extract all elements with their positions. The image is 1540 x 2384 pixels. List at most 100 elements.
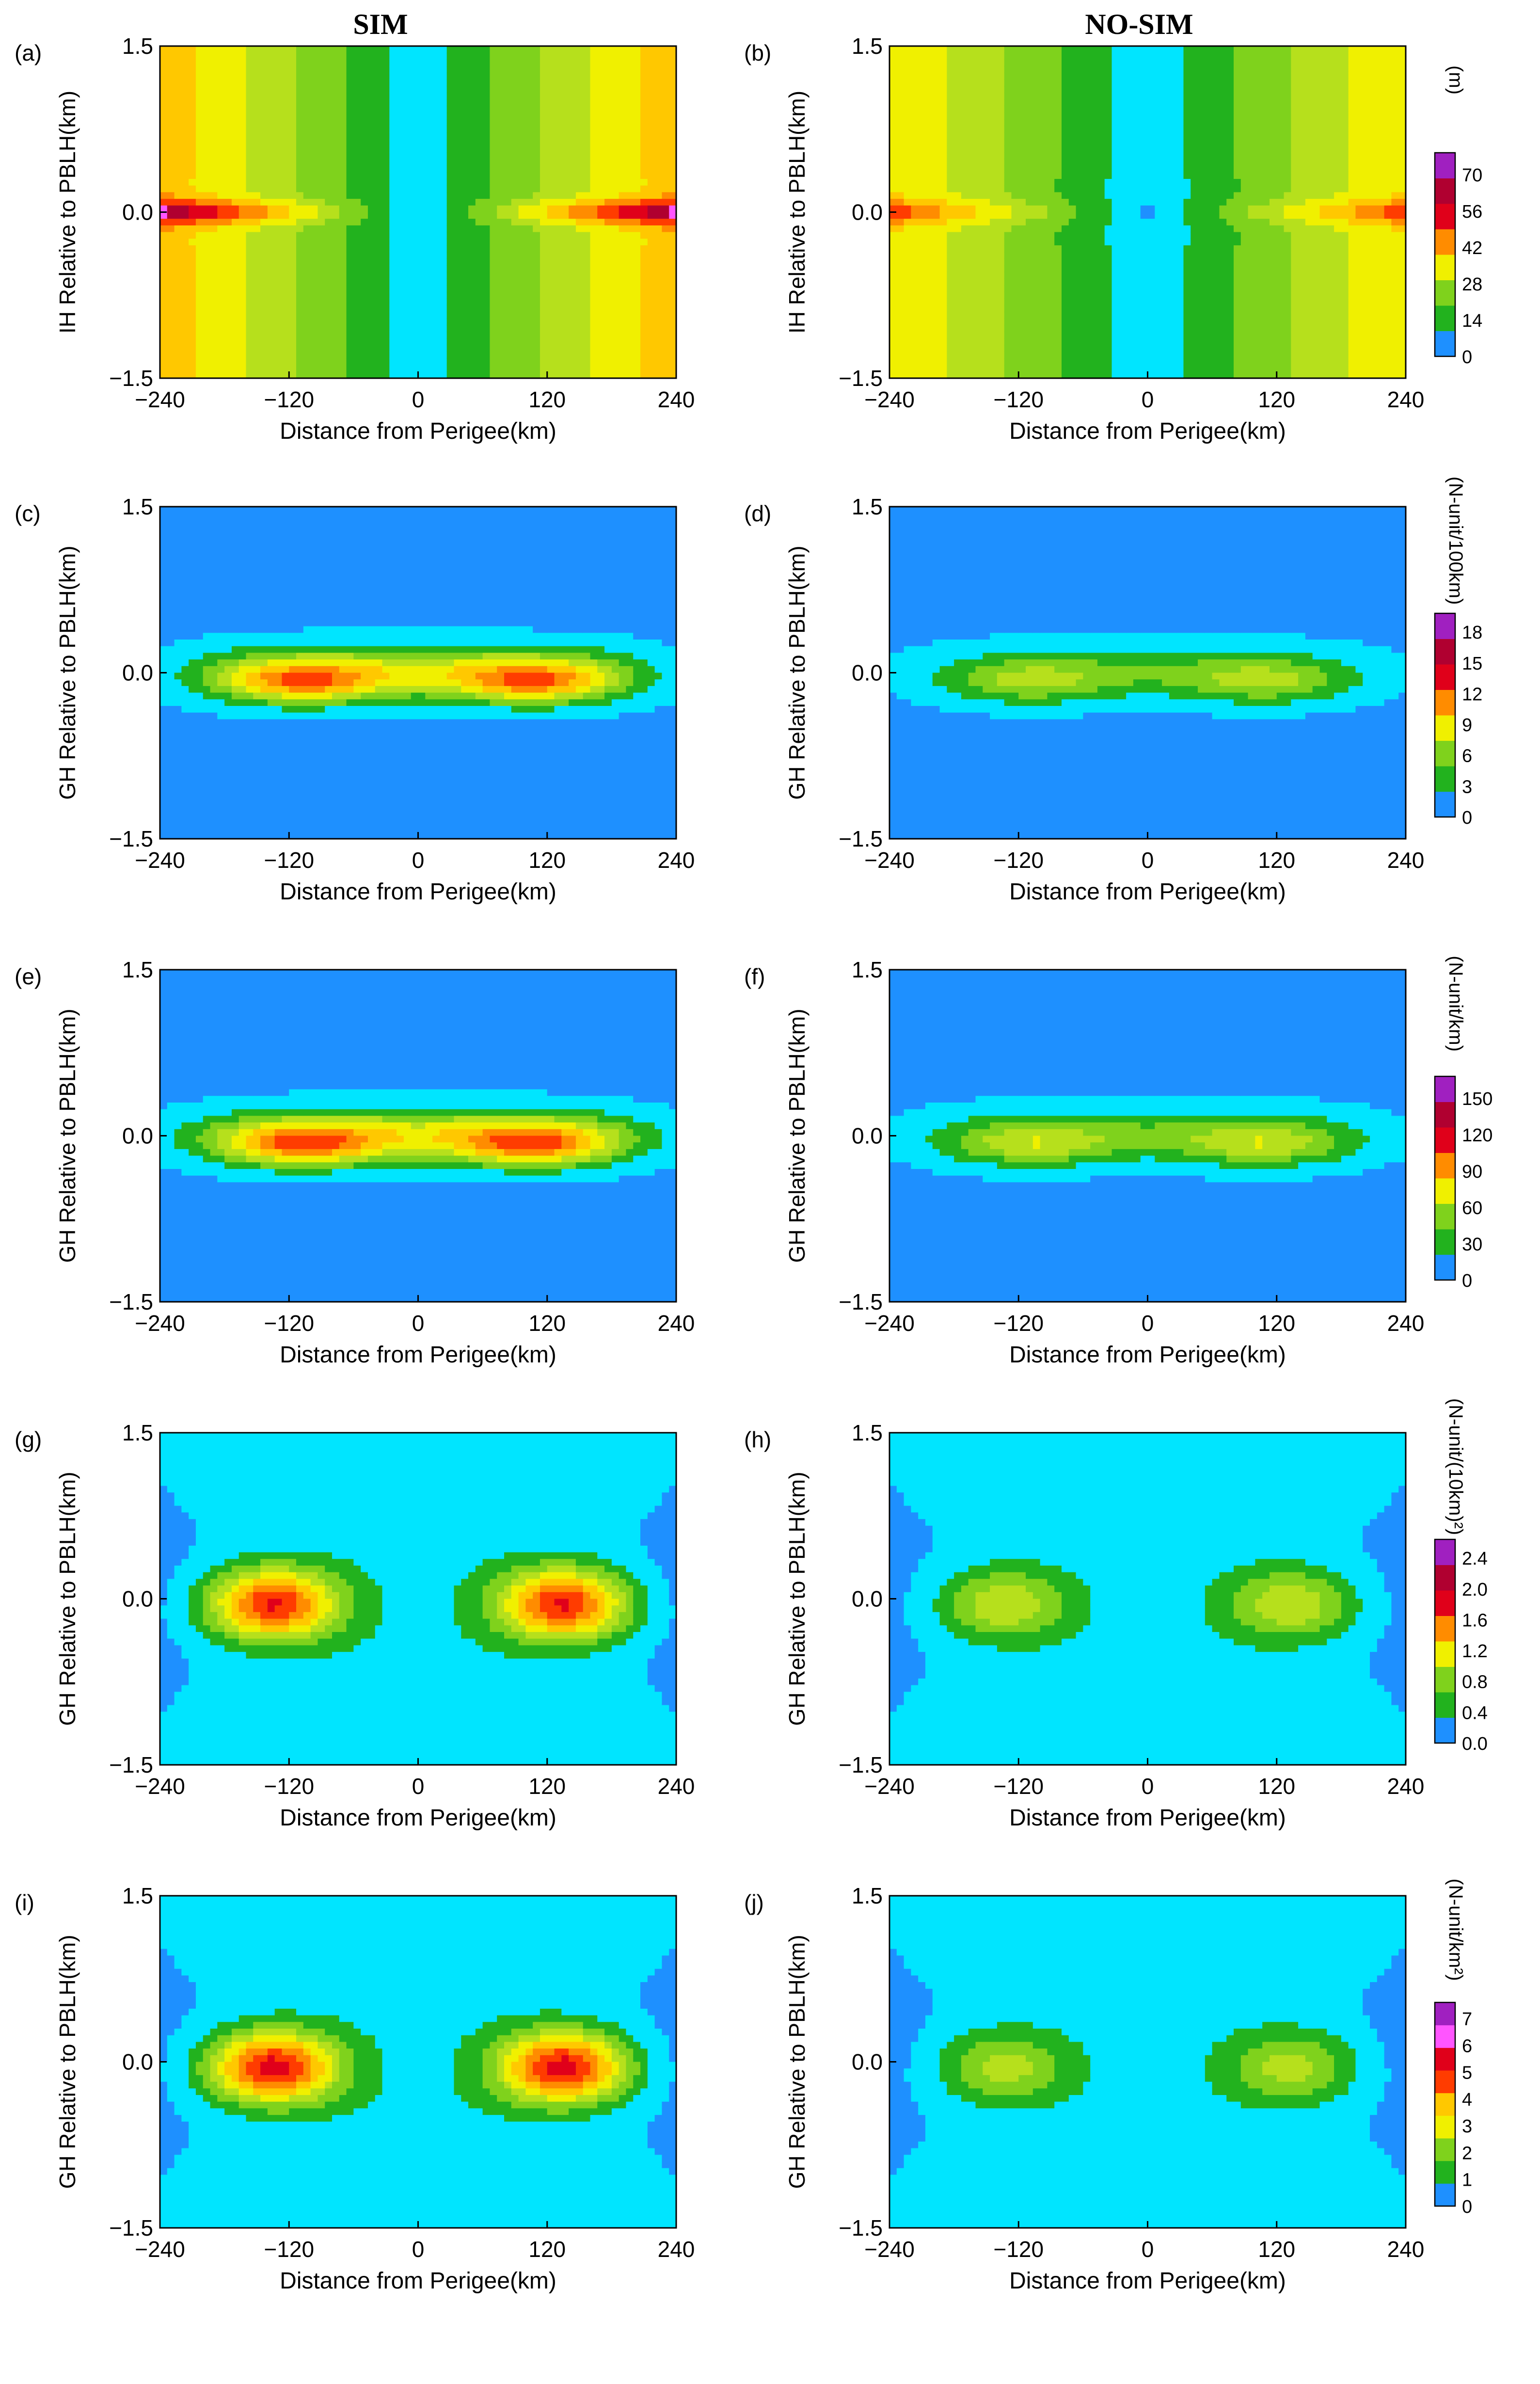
heat-cell	[181, 365, 189, 372]
heat-cell	[167, 179, 175, 186]
heat-cell	[232, 279, 239, 286]
heat-cell	[454, 99, 461, 106]
heat-cell	[440, 112, 447, 119]
heat-cell	[454, 352, 461, 358]
heat-cell	[325, 46, 332, 53]
heat-cell	[189, 279, 196, 286]
heat-cell	[353, 93, 361, 99]
heat-cell	[210, 279, 218, 286]
heat-cell	[497, 338, 504, 345]
heat-cell	[569, 139, 576, 146]
heat-cell	[397, 371, 404, 378]
heat-cell	[246, 66, 254, 73]
heat-cell	[375, 199, 382, 206]
heat-cell	[555, 258, 562, 265]
heat-cell	[353, 66, 361, 73]
heat-cell	[432, 338, 440, 345]
heat-cell	[232, 312, 239, 319]
heat-cell	[425, 119, 432, 126]
heat-cell	[461, 285, 468, 292]
heat-cell	[332, 252, 339, 259]
heat-cell	[289, 179, 296, 186]
heat-cell	[224, 345, 232, 352]
heat-cell	[325, 325, 332, 332]
heat-cell	[210, 338, 218, 345]
heat-cell	[432, 258, 440, 265]
heat-cell	[468, 179, 476, 186]
heat-cell	[160, 279, 167, 286]
heat-cell	[490, 338, 497, 345]
heat-cell	[203, 119, 210, 126]
heat-cell	[160, 93, 167, 99]
heat-cell	[347, 53, 354, 60]
heat-cell	[432, 245, 440, 252]
heat-cell	[504, 186, 511, 192]
heat-cell	[318, 159, 325, 166]
heat-cell	[447, 106, 454, 112]
heat-cell	[432, 172, 440, 179]
heat-cell	[519, 219, 526, 225]
heat-cell	[260, 371, 268, 378]
heat-cell	[311, 252, 318, 259]
heat-cell	[217, 66, 224, 73]
heat-cell	[253, 279, 260, 286]
heat-cell	[167, 292, 175, 299]
heat-cell	[454, 106, 461, 112]
heat-cell	[210, 305, 218, 312]
heat-cell	[497, 80, 504, 86]
heat-cell	[275, 252, 282, 259]
heat-cell	[454, 338, 461, 345]
heat-cell	[418, 371, 426, 378]
heat-cell	[432, 265, 440, 272]
heat-cell	[275, 112, 282, 119]
heat-cell	[282, 352, 289, 358]
heat-cell	[461, 106, 468, 112]
heat-cell	[432, 199, 440, 206]
heat-cell	[332, 80, 339, 86]
heat-cell	[497, 299, 504, 305]
heat-cell	[303, 358, 311, 365]
heat-cell	[318, 305, 325, 312]
heat-cell	[268, 212, 275, 219]
heat-cell	[483, 285, 490, 292]
heat-cell	[325, 338, 332, 345]
heat-cell	[260, 345, 268, 352]
heat-cell	[490, 258, 497, 265]
heat-cell	[203, 172, 210, 179]
heat-cell	[167, 279, 175, 286]
heat-cell	[375, 159, 382, 166]
heat-cell	[325, 139, 332, 146]
heat-cell	[175, 99, 182, 106]
heat-cell	[511, 179, 519, 186]
heat-cell	[497, 285, 504, 292]
heat-cell	[232, 265, 239, 272]
heat-cell	[511, 239, 519, 245]
heat-cell	[519, 325, 526, 332]
heat-cell	[196, 73, 203, 80]
heat-cell	[368, 285, 375, 292]
heat-cell	[483, 245, 490, 252]
heat-cell	[318, 285, 325, 292]
heat-cell	[561, 245, 569, 252]
heat-cell	[555, 132, 562, 139]
heat-cell	[303, 319, 311, 325]
heat-cell	[311, 371, 318, 378]
heat-cell	[311, 159, 318, 166]
heat-cell	[253, 358, 260, 365]
heat-cell	[511, 225, 519, 232]
heat-cell	[404, 59, 411, 66]
column-title-no-sim: NO-SIM	[1085, 8, 1193, 40]
heat-cell	[318, 146, 325, 153]
heat-cell	[375, 86, 382, 93]
heat-cell	[303, 245, 311, 252]
heat-cell	[196, 126, 203, 132]
heat-cell	[167, 225, 175, 232]
heat-cell	[224, 179, 232, 186]
heat-cell	[569, 192, 576, 199]
heat-cell	[533, 332, 540, 338]
heat-cell	[461, 186, 468, 192]
heat-cell	[368, 166, 375, 173]
heat-cell	[425, 371, 432, 378]
heat-cell	[375, 285, 382, 292]
heat-cell	[296, 106, 303, 112]
